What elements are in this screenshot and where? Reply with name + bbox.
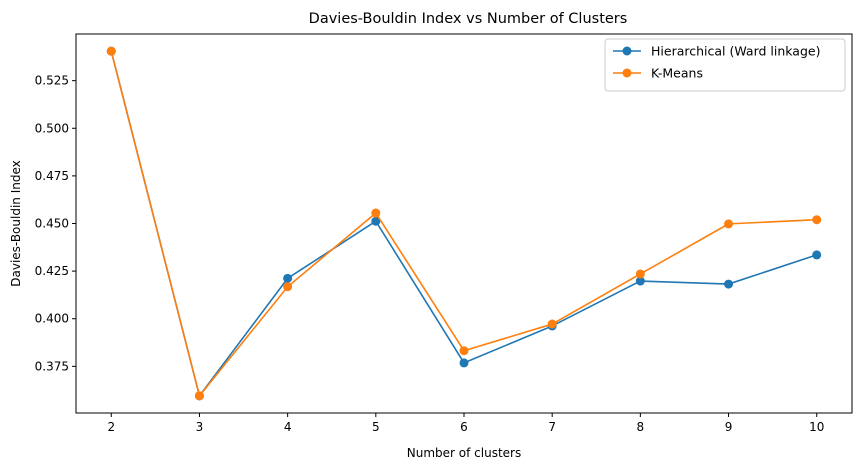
y-tick-label: 0.475 [35,169,69,183]
y-tick-label: 0.400 [35,312,69,326]
y-axis-label: Davies-Bouldin Index [9,160,23,287]
x-axis: 2 3 4 5 6 7 8 9 10 [107,413,824,434]
x-tick-label: 7 [548,420,556,434]
data-point [459,358,469,368]
y-tick-label: 0.425 [35,264,69,278]
series-layer [106,46,822,401]
x-tick-label: 9 [725,420,733,434]
series-2 [106,46,822,401]
y-tick-label: 0.450 [35,217,69,231]
y-tick-label: 0.500 [35,121,69,135]
y-tick-label: 0.375 [35,359,69,373]
data-point [459,346,469,356]
x-tick-label: 4 [284,420,292,434]
x-tick-label: 3 [196,420,204,434]
chart-title: Davies-Bouldin Index vs Number of Cluste… [309,11,628,27]
data-point [812,250,822,260]
data-point [283,273,293,283]
data-point [106,46,116,56]
data-point [635,269,645,279]
data-point [724,219,734,229]
legend-label: Hierarchical (Ward linkage) [651,44,820,59]
data-point [371,208,381,218]
x-tick-label: 8 [637,420,645,434]
data-point [194,391,204,401]
x-tick-label: 2 [107,420,115,434]
legend-label: K-Means [651,66,703,81]
data-point [283,282,293,292]
y-axis: 0.375 0.400 0.425 0.450 0.475 0.500 0.525 [35,74,76,373]
legend: Hierarchical (Ward linkage) K-Means [604,38,846,92]
data-point [812,215,822,225]
data-point [371,216,381,226]
x-axis-label: Number of clusters [407,446,521,460]
data-point [547,319,557,329]
y-tick-label: 0.525 [35,74,69,88]
data-point [724,279,734,289]
legend-marker [622,46,632,56]
legend-box [604,38,846,92]
x-tick-label: 6 [460,420,468,434]
x-tick-label: 10 [809,420,824,434]
data-point [635,276,645,286]
legend-marker [622,68,632,78]
x-tick-label: 5 [372,420,380,434]
